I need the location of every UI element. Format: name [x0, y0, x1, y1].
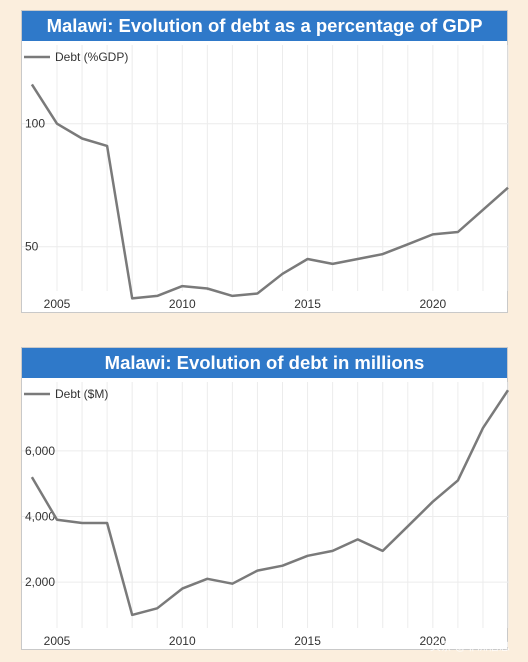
legend-label: Debt ($M) [55, 387, 108, 401]
series-line [30, 83, 509, 300]
chart-panel-debt-gdp: Malawi: Evolution of debt as a percentag… [21, 10, 509, 313]
watermark-text: 头条 @非洲信息 [429, 641, 510, 653]
line-chart-debt-millions: Debt ($M) 2,000 4,000 6,000 2005 2010 2015 2020 [22, 382, 509, 648]
chart-panel-debt-millions: Malawi: Evolution of debt in millions De… [21, 347, 509, 650]
x-tick-label: 2015 [294, 297, 321, 311]
y-tick-label: 100 [25, 117, 45, 131]
plot-area: Debt (%GDP) 50 100 2005 2010 2015 2020 [22, 41, 509, 313]
y-tick-label: 50 [25, 240, 39, 254]
y-tick-label: 4,000 [25, 509, 55, 523]
x-tick-label: 2005 [44, 634, 71, 648]
series-line [30, 389, 509, 617]
y-tick-label: 6,000 [25, 444, 55, 458]
x-tick-label: 2020 [419, 297, 446, 311]
x-tick-label: 2015 [294, 634, 321, 648]
chart-title: Malawi: Evolution of debt in millions [22, 348, 507, 378]
x-tick-label: 2020 [419, 634, 446, 648]
y-tick-label: 2,000 [25, 575, 55, 589]
chart-title: Malawi: Evolution of debt as a percentag… [22, 11, 507, 41]
x-tick-label: 2005 [44, 297, 71, 311]
plot-area: Debt ($M) 2,000 4,000 6,000 2005 2010 2015 2020 [22, 378, 509, 650]
legend-label: Debt (%GDP) [55, 50, 128, 64]
x-tick-label: 2010 [169, 297, 196, 311]
line-chart-debt-gdp: Debt (%GDP) 50 100 2005 2010 2015 2020 [22, 45, 509, 311]
x-tick-label: 2010 [169, 634, 196, 648]
